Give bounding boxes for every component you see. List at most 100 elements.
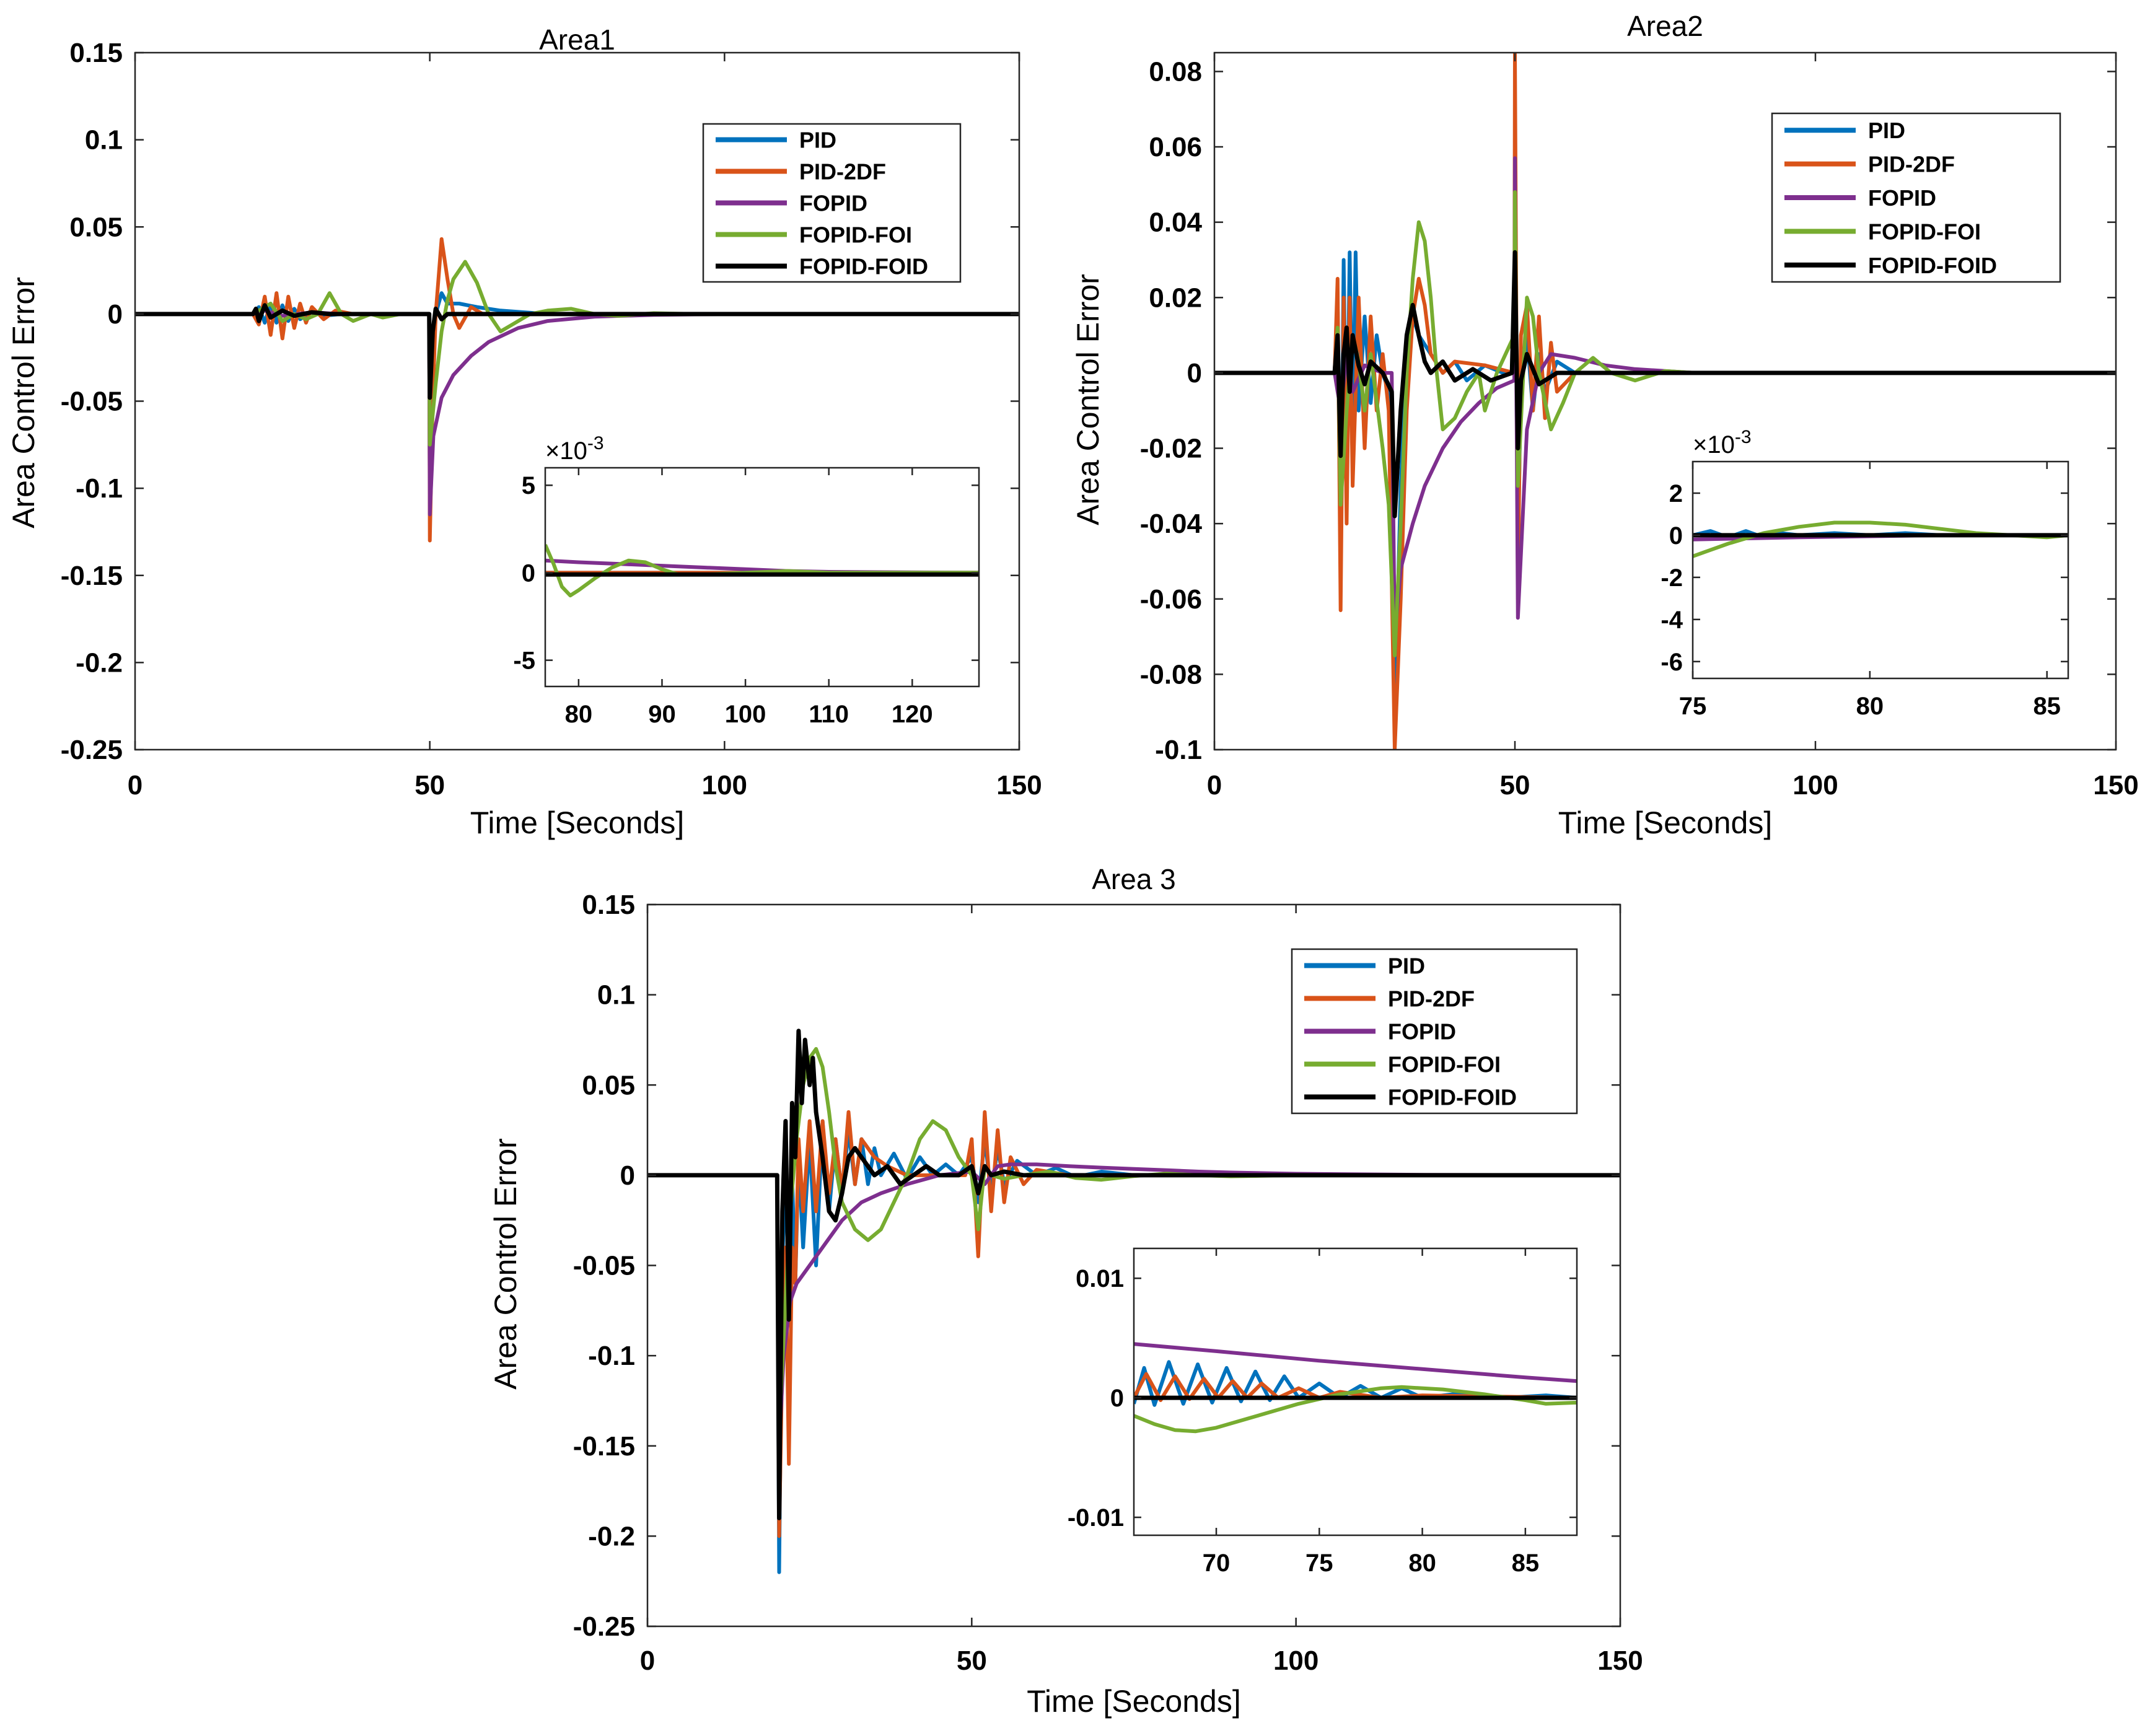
y-tick-label: 0.02	[1149, 283, 1202, 313]
inset-exponent-base: ×10	[1693, 431, 1735, 458]
x-axis-label: Time [Seconds]	[470, 805, 685, 840]
inset-plot: 70 75 80 85 0.01 0 -0.01	[1068, 1247, 1578, 1577]
inset-x-tick-label: 80	[1408, 1550, 1436, 1577]
inset-y-tick-label: 2	[1669, 480, 1683, 507]
y-tick-label: 0.05	[582, 1070, 635, 1100]
inset-line-fopid	[1134, 1342, 1577, 1383]
y-tick-label: 0	[108, 299, 123, 330]
y-tick-label: -0.05	[573, 1251, 635, 1281]
y-tick-label: -0.2	[588, 1521, 635, 1551]
legend-label: PID	[1388, 953, 1425, 979]
y-tick-label: -0.06	[1140, 584, 1202, 615]
legend: PID PID-2DF FOPID FOPID-FOI FOPID-FOID	[1771, 112, 2061, 283]
y-tick-label: -0.2	[76, 647, 123, 678]
inset-series-group	[1134, 1342, 1577, 1434]
inset-exponent-label: ×10-3	[1693, 427, 1752, 458]
inset-y-tick-label: 0	[1110, 1385, 1124, 1412]
series-line-fopid	[135, 309, 1019, 517]
x-tick-label: 50	[957, 1646, 987, 1676]
series-group	[1214, 53, 2116, 750]
plot-frame	[1213, 51, 2117, 751]
legend-label: FOPID-FOID	[1868, 253, 1997, 278]
inset-x-tick-label: 70	[1203, 1550, 1231, 1577]
y-tick-label: -0.15	[573, 1431, 635, 1462]
y-tick-label: 0.06	[1149, 132, 1202, 162]
x-tick-label: 0	[1207, 770, 1222, 800]
series-line-fopid-foi	[1214, 190, 2116, 657]
series-line-fopid-foid	[647, 1028, 1620, 1520]
legend-label: FOPID-FOI	[1388, 1052, 1501, 1077]
x-tick-label: 50	[1500, 770, 1530, 800]
inset-exponent-label: ×10-3	[545, 433, 604, 465]
legend-label: PID-2DF	[799, 159, 886, 185]
y-tick-label: 0.05	[69, 212, 123, 242]
x-tick-label: 150	[1597, 1646, 1643, 1676]
inset-frame	[544, 467, 980, 688]
inset-background	[1693, 462, 2068, 678]
series-group	[135, 237, 1019, 543]
x-tick-label: 150	[996, 770, 1042, 800]
x-tick-label: 100	[1273, 1646, 1319, 1676]
inset-x-tick-label: 90	[648, 701, 676, 728]
inset-y-tick-label: -4	[1661, 607, 1683, 634]
inset-y-tick-label: 0	[522, 559, 535, 587]
inset-frame	[1133, 1247, 1578, 1537]
legend-label: PID	[1868, 118, 1905, 143]
inset-y-tick-label: 5	[522, 472, 535, 499]
inset-series-group	[545, 544, 979, 598]
inset-exponent-base: ×10	[545, 437, 587, 465]
inset-x-tick-label: 110	[809, 701, 849, 728]
y-tick-label: 0.1	[85, 125, 123, 156]
series-line-fopid-foid	[135, 303, 1019, 400]
chart-title: Area2	[1627, 10, 1703, 42]
inset-y-tick-label: 0	[1669, 522, 1683, 550]
inset-exponent-power: -3	[587, 433, 604, 454]
legend-label: FOPID	[1868, 185, 1936, 211]
legend: PID PID-2DF FOPID FOPID-FOI FOPID-FOID	[702, 123, 962, 283]
y-tick-label: -0.04	[1140, 509, 1203, 539]
x-tick-label: 50	[415, 770, 445, 800]
y-tick-label: 0.04	[1149, 208, 1202, 238]
y-tick-label: 0.15	[582, 890, 635, 920]
inset-plot: 75 80 85 2 0 -2 -4 -6 ×10-3	[1661, 427, 2069, 720]
legend-label: PID-2DF	[1388, 986, 1475, 1012]
x-tick-label: 0	[128, 770, 143, 800]
x-tick-label: 100	[1792, 770, 1838, 800]
x-tick-label: 150	[2093, 770, 2138, 800]
inset-x-tick-label: 80	[1856, 693, 1884, 720]
y-tick-label: -0.25	[573, 1611, 635, 1642]
inset-y-tick-label: -6	[1661, 649, 1683, 676]
inset-y-tick-label: -2	[1661, 564, 1683, 592]
x-tick-label: 0	[640, 1646, 655, 1676]
series-line-fopid	[1214, 156, 2116, 639]
legend-label: PID-2DF	[1868, 152, 1955, 177]
y-axis-label: Area Control Error	[488, 1138, 523, 1390]
chart-3: Area 3 0 50 100 150 0.15 0.1 0.05 0 -0.05 -0.1 -0.1…	[488, 863, 1643, 1719]
y-tick-label: 0	[1187, 358, 1202, 388]
inset-y-tick-label: 0.01	[1076, 1265, 1124, 1292]
inset-series-group	[1693, 520, 2068, 558]
x-tick-label: 100	[702, 770, 747, 800]
inset-y-tick-label: -5	[513, 647, 535, 675]
inset-x-tick-label: 100	[725, 701, 766, 728]
inset-x-tick-label: 80	[565, 701, 593, 728]
inset-background	[545, 468, 979, 686]
y-tick-label: -0.1	[76, 473, 123, 504]
y-tick-label: -0.15	[61, 561, 123, 591]
x-axis-label: Time [Seconds]	[1558, 805, 1773, 840]
y-axis-label: Area Control Error	[1071, 274, 1105, 525]
legend-label: PID	[799, 128, 836, 153]
y-tick-label: -0.1	[588, 1341, 635, 1371]
chart-title: Area 3	[1092, 863, 1176, 895]
inset-plot: 80 90 100 110 120 5 0 -5 ×10-3	[513, 433, 980, 728]
y-tick-label: -0.05	[61, 387, 123, 417]
y-axis-label: Area Control Error	[6, 277, 41, 528]
inset-exponent-power: -3	[1735, 427, 1752, 447]
inset-x-tick-label: 75	[1305, 1550, 1333, 1577]
series-line-fopid-foi	[135, 260, 1019, 447]
y-tick-label: -0.08	[1140, 659, 1202, 690]
y-tick-label: 0	[620, 1160, 635, 1191]
inset-x-tick-label: 85	[1512, 1550, 1540, 1577]
